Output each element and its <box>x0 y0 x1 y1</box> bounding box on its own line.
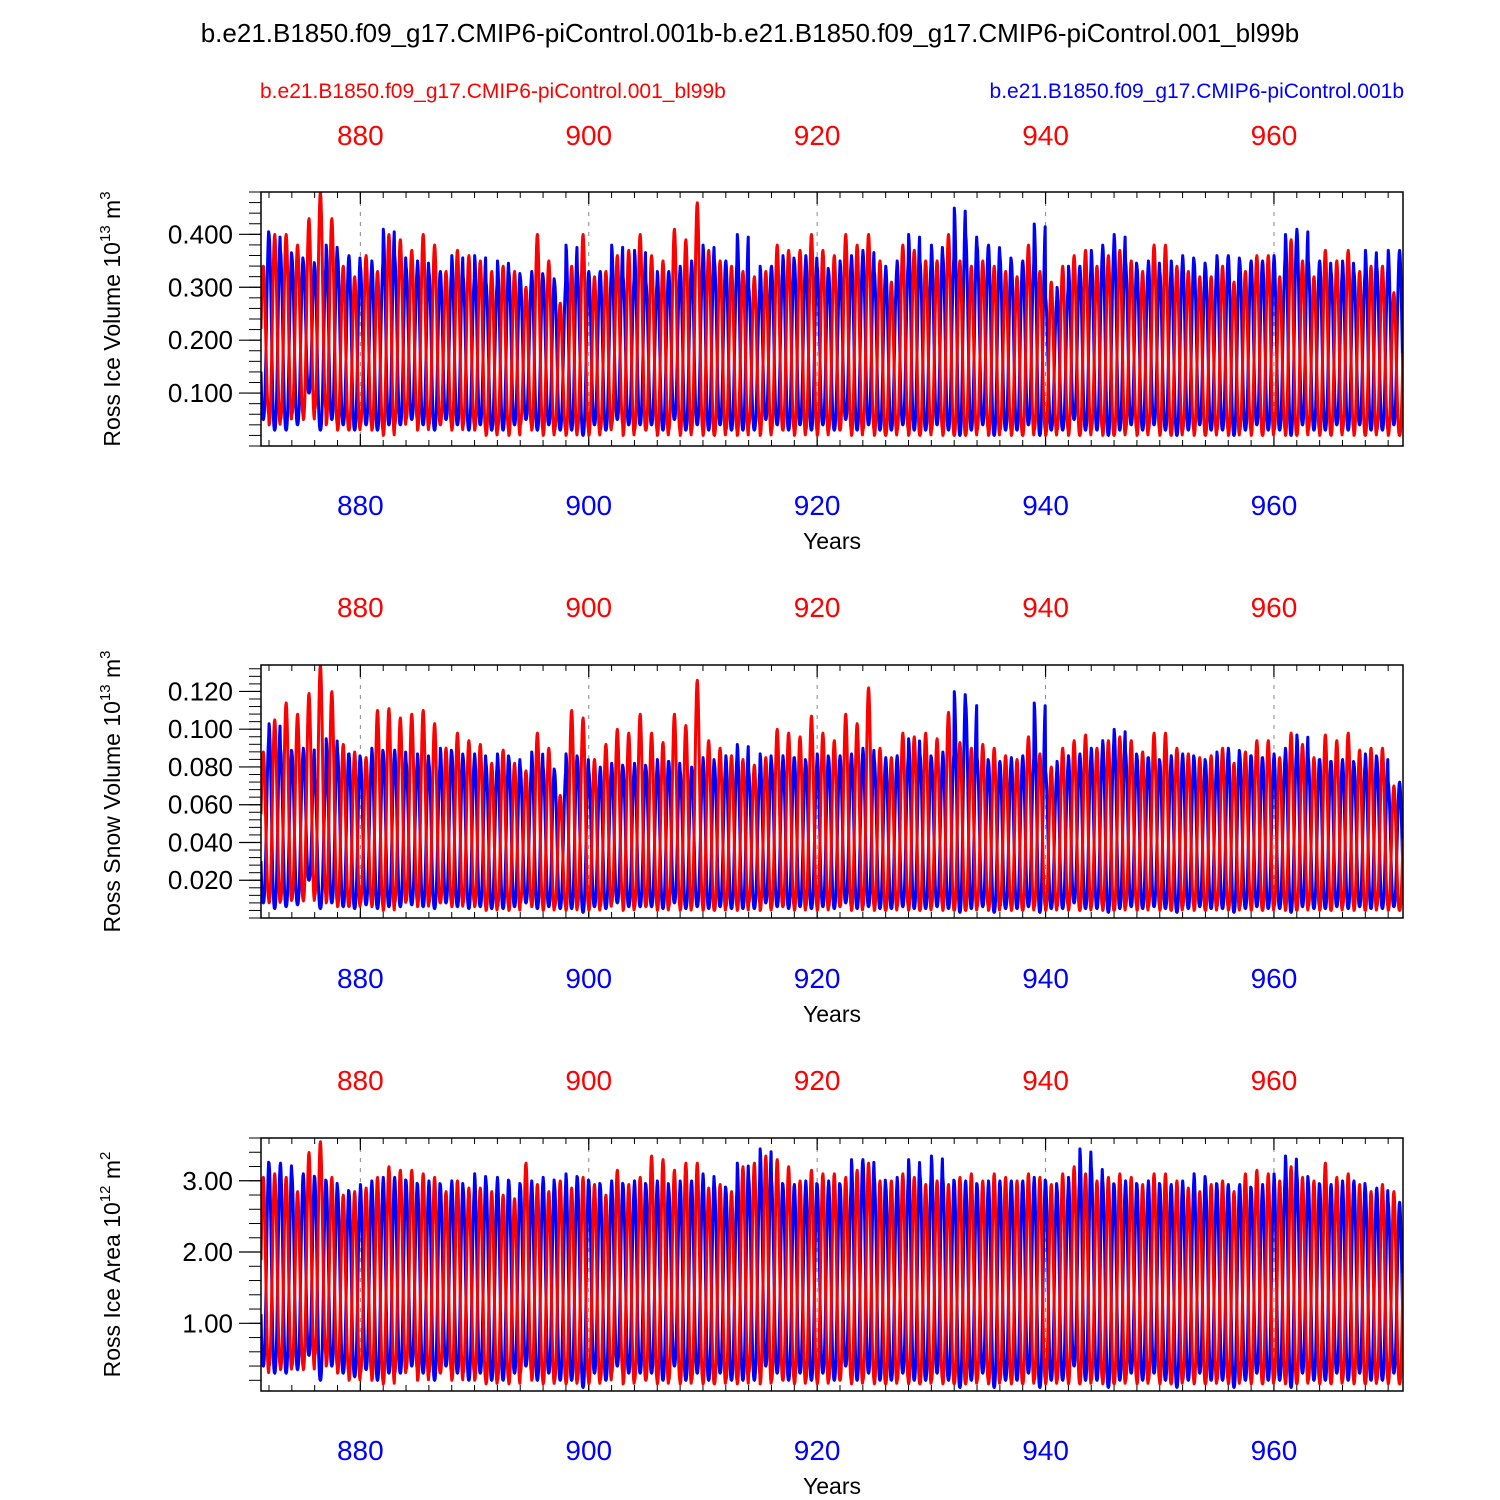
panel-ross-snow-volume: 880 880 900 900 920 920 940 940 960 960 0.020 0.040… <box>97 592 1404 1027</box>
x-tick-label-bottom: 920 <box>794 1435 841 1466</box>
y-tick-label: 0.400 <box>168 219 233 249</box>
y-axis-label-unit-exponent: 2 <box>97 1152 114 1160</box>
y-tick-label: 0.080 <box>168 752 233 782</box>
x-tick-label-top: 900 <box>565 1065 612 1096</box>
y-axis-label-unit-exponent: 3 <box>97 651 114 659</box>
x-axis-label: Years <box>803 1473 861 1499</box>
y-axis-label-main: Ross Snow Volume 10 <box>99 701 125 932</box>
series-line-red <box>261 1140 1403 1386</box>
chart-main-title: b.e21.B1850.f09_g17.CMIP6-piControl.001b… <box>200 18 1300 48</box>
x-tick-label-bottom: 920 <box>794 963 841 994</box>
series-line-red <box>261 192 1403 437</box>
x-tick-label-bottom: 940 <box>1022 490 1069 521</box>
y-axis-label-unit: m <box>99 200 125 226</box>
y-tick-label: 0.120 <box>168 676 233 706</box>
x-axis-label: Years <box>803 528 861 554</box>
y-axis-label-exponent: 13 <box>97 684 114 701</box>
y-tick-label: 0.100 <box>168 714 233 744</box>
y-axis-label-exponent: 12 <box>97 1186 114 1203</box>
y-tick-label: 0.040 <box>168 827 233 857</box>
y-tick-label: 0.300 <box>168 272 233 302</box>
y-tick-label: 0.100 <box>168 378 233 408</box>
y-tick-label: 3.00 <box>182 1166 233 1196</box>
y-axis-label-main: Ross Ice Volume 10 <box>99 242 125 447</box>
panel-ross-ice-area: 880 880 900 900 920 920 940 940 960 960 1.00 2.00 3.… <box>97 1065 1404 1499</box>
x-tick-label-top: 960 <box>1251 592 1298 623</box>
y-tick-label: 0.060 <box>168 790 233 820</box>
x-tick-label-bottom: 900 <box>565 963 612 994</box>
y-tick-label: 1.00 <box>182 1308 233 1338</box>
x-tick-label-bottom: 940 <box>1022 1435 1069 1466</box>
x-tick-label-top: 900 <box>565 592 612 623</box>
legend-red-series: b.e21.B1850.f09_g17.CMIP6-piControl.001_… <box>260 80 726 103</box>
y-axis-label-unit-exponent: 3 <box>97 191 114 199</box>
x-tick-label-top: 940 <box>1022 120 1069 151</box>
x-tick-label-bottom: 920 <box>794 490 841 521</box>
x-tick-label-top: 920 <box>794 592 841 623</box>
x-tick-label-bottom: 900 <box>565 1435 612 1466</box>
x-tick-label-bottom: 900 <box>565 490 612 521</box>
x-tick-label-bottom: 960 <box>1251 1435 1298 1466</box>
legend-blue-series: b.e21.B1850.f09_g17.CMIP6-piControl.001b <box>989 80 1404 103</box>
x-tick-label-bottom: 960 <box>1251 963 1298 994</box>
y-tick-label: 0.020 <box>168 865 233 895</box>
plot-frame <box>260 191 1404 447</box>
x-tick-label-top: 880 <box>337 1065 384 1096</box>
y-axis-label-unit: m <box>99 659 125 685</box>
x-tick-label-top: 880 <box>337 592 384 623</box>
x-tick-label-top: 960 <box>1251 1065 1298 1096</box>
y-tick-label: 0.200 <box>168 325 233 355</box>
y-axis-label-exponent: 13 <box>97 225 114 242</box>
x-tick-label-top: 920 <box>794 1065 841 1096</box>
x-tick-label-top: 880 <box>337 120 384 151</box>
x-tick-label-bottom: 960 <box>1251 490 1298 521</box>
x-tick-label-top: 960 <box>1251 120 1298 151</box>
x-tick-label-top: 920 <box>794 120 841 151</box>
plot-frame <box>260 1137 1404 1392</box>
y-axis-label: Ross Snow Volume 1013 m3 <box>97 651 125 933</box>
y-axis-label: Ross Ice Area 1012 m2 <box>97 1152 125 1378</box>
y-tick-label: 2.00 <box>182 1237 233 1267</box>
x-tick-label-top: 900 <box>565 120 612 151</box>
plot-frame <box>260 664 1404 919</box>
panel-ross-ice-volume: 880 880 900 900 920 920 940 940 960 960 0.100 0.200… <box>97 120 1404 554</box>
series-line-red <box>261 665 1403 912</box>
x-tick-label-bottom: 880 <box>337 963 384 994</box>
x-tick-label-bottom: 880 <box>337 490 384 521</box>
x-tick-label-top: 940 <box>1022 592 1069 623</box>
y-axis-label-main: Ross Ice Area 10 <box>99 1202 125 1377</box>
x-axis-label: Years <box>803 1001 861 1027</box>
x-tick-label-bottom: 880 <box>337 1435 384 1466</box>
x-tick-label-top: 940 <box>1022 1065 1069 1096</box>
y-axis-label-unit: m <box>99 1160 125 1186</box>
x-tick-label-bottom: 940 <box>1022 963 1069 994</box>
y-axis-label: Ross Ice Volume 1013 m3 <box>97 191 125 446</box>
